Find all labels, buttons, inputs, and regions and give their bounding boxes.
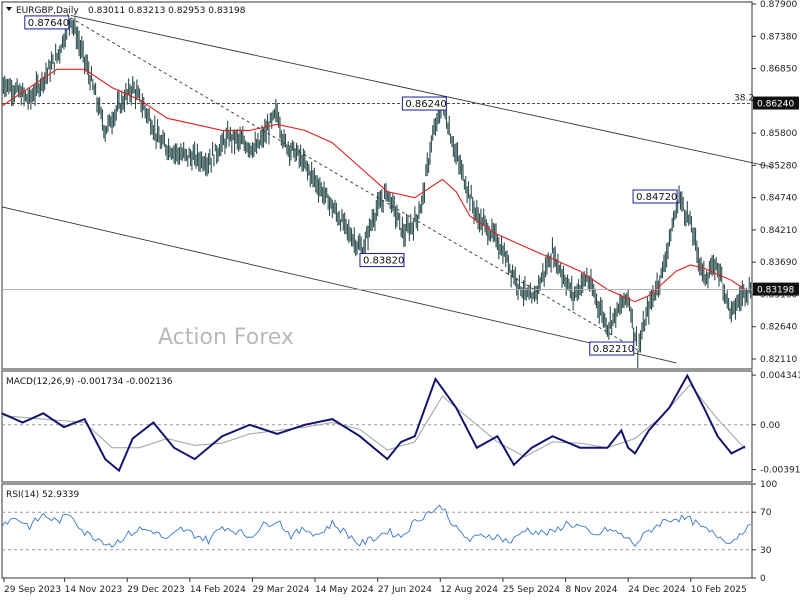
annotation-label: 0.87640 (28, 18, 69, 29)
annotation-label: 0.83820 (363, 256, 404, 267)
annotation-box (24, 15, 70, 30)
price-y-tick-label: 0.87380 (760, 32, 797, 42)
x-tick-label: 14 May 2024 (315, 585, 374, 595)
rsi-y-tick-label: 70 (760, 508, 772, 518)
x-tick-label: 24 Dec 2024 (628, 585, 686, 595)
x-tick-label: 29 Mar 2024 (252, 585, 309, 595)
annotation-box (401, 96, 447, 111)
macd-y-tick-label: -0.003916 (760, 466, 800, 476)
trendline-solid (1, 206, 677, 364)
macd-signal-line (1, 383, 746, 458)
annotation-box (632, 189, 678, 204)
trendline-dashed (70, 17, 639, 351)
price-y-tick-label: 0.84210 (760, 226, 797, 236)
macd-title: MACD(12,26,9) -0.001734 -0.002136 (6, 377, 173, 387)
macd-y-tick-label: 0.00 (760, 421, 780, 431)
x-tick-label: 12 Aug 2024 (440, 585, 498, 595)
x-tick-label: 29 Dec 2023 (127, 585, 185, 595)
trendline-solid (70, 15, 773, 168)
annotation-box (589, 341, 635, 356)
x-tick-label: 8 Nov 2024 (566, 585, 618, 595)
pane-frame-macd (1, 370, 753, 483)
watermark: Action Forex (158, 325, 294, 350)
x-tick-label: 27 Jun 2024 (378, 585, 432, 595)
price-y-tick-label: 0.86850 (760, 65, 797, 75)
fib-price-label: 0.86240 (757, 100, 794, 110)
current-price-label: 0.83198 (757, 286, 794, 296)
price-y-tick-label: 0.83690 (760, 258, 797, 268)
fib-label: 38.2 (734, 94, 754, 104)
price-bars (1, 13, 752, 369)
price-y-tick-label: 0.85280 (760, 161, 797, 171)
annotation-label: 0.86240 (405, 99, 446, 110)
x-tick-label: 10 Feb 2025 (691, 585, 747, 595)
pane-frame-rsi (1, 483, 753, 579)
rsi-line (1, 504, 751, 548)
moving-average-line (1, 68, 746, 303)
annotation-label: 0.82210 (593, 344, 634, 355)
fib-price-box (753, 96, 799, 110)
x-tick-label: 14 Feb 2024 (190, 585, 246, 595)
price-y-tick-label: 0.82110 (760, 355, 797, 365)
rsi-y-tick-label: 100 (760, 480, 777, 490)
pane-frame-price (1, 1, 753, 370)
x-tick-label: 29 Sep 2023 (4, 585, 61, 595)
rsi-y-tick-label: 30 (760, 546, 772, 556)
dropdown-triangle-icon (6, 7, 12, 11)
x-tick-label: 25 Sep 2024 (503, 585, 560, 595)
price-y-tick-label: 0.85800 (760, 129, 797, 139)
annotation-box (359, 253, 405, 268)
rsi-title: RSI(14) 52.9339 (6, 490, 79, 500)
chart-title: EURGBP,Daily (16, 6, 79, 16)
price-y-tick-label: 0.82640 (760, 323, 797, 333)
macd-line (1, 373, 746, 473)
price-y-tick-label: 0.87900 (760, 0, 797, 10)
price-y-tick-label: 0.84740 (760, 194, 797, 204)
current-price-box (753, 282, 799, 296)
annotation-label: 0.84720 (636, 192, 677, 203)
macd-y-tick-label: 0.004341 (760, 371, 800, 381)
x-tick-label: 14 Nov 2023 (65, 585, 123, 595)
rsi-y-tick-label: 0 (760, 574, 766, 584)
ohlc-readout: 0.83011 0.83213 0.82953 0.83198 (88, 6, 246, 16)
